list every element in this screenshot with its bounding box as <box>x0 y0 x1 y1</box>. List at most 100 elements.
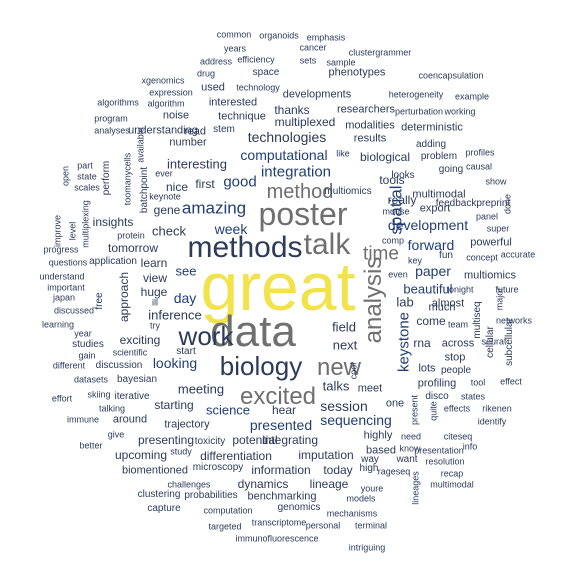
word-rageseq: lineages <box>410 471 421 505</box>
word-talk: talk <box>303 228 351 261</box>
word-algorithms: algorithm <box>147 98 185 109</box>
word-problem: adding <box>415 139 447 150</box>
word-batchpoint: toomanycells <box>122 152 133 206</box>
word-sequencing: sequencing <box>320 412 392 428</box>
word-tonight: looks <box>391 170 415 181</box>
word-cool: comp <box>381 235 405 246</box>
word-check: check <box>152 223 186 239</box>
word-first: first <box>195 177 215 191</box>
word-different: bayesian <box>116 374 158 385</box>
word-analysis: analysis <box>360 256 387 344</box>
word-panel: feedbackpreprint <box>435 198 511 209</box>
word-deterministic: deterministic <box>401 121 463 134</box>
word-xgenomics: used <box>201 81 225 94</box>
word-insights: insights <box>92 215 134 229</box>
word-working: perturbation <box>394 106 444 117</box>
word-excited: excited <box>239 383 317 410</box>
word-come: come <box>416 314 446 328</box>
word-effects: disco <box>425 391 449 402</box>
word-noise: stem <box>213 124 235 135</box>
word-benchmarking: genomics <box>277 502 321 513</box>
word-challenges: capture <box>147 503 181 514</box>
word-accurate: super <box>486 223 510 234</box>
word-stem: read <box>183 125 207 138</box>
word-questions: understand <box>39 271 85 282</box>
word-information: information <box>251 463 311 477</box>
word-comp: fun <box>439 250 453 261</box>
word-sample: efficiency <box>237 54 275 65</box>
word-biology: biology <box>219 351 303 381</box>
word-methods: methods <box>187 231 303 264</box>
word-give: study <box>170 446 192 457</box>
word-perturbation: example <box>454 91 490 102</box>
word-today: today <box>323 463 353 477</box>
word-expression: algorithms <box>97 97 139 108</box>
word-quite: need <box>400 431 422 442</box>
word-super: done <box>502 193 513 215</box>
word-dynamics: dynamics <box>237 477 289 491</box>
word-discussion: around <box>112 413 148 426</box>
word-data: data <box>210 307 296 356</box>
word-biological: biological <box>359 150 411 164</box>
word-see: see <box>175 263 197 279</box>
word-scales: ever <box>155 168 173 179</box>
word-hear: hear <box>271 403 297 417</box>
word-better: give <box>107 429 125 440</box>
word-much: much <box>428 301 456 314</box>
word-personal: terminal <box>354 520 388 531</box>
word-clustergrammer: cancer <box>299 42 327 53</box>
word-networks: future <box>495 284 519 295</box>
word-clustering: probabilities <box>184 490 238 501</box>
word-identify: effects <box>443 403 471 414</box>
word-info: people <box>440 365 472 376</box>
word-protein: application <box>89 256 137 267</box>
word-technologies: technologies <box>247 129 327 145</box>
word-technique: technique <box>218 110 266 123</box>
word-coencapsulation: phenotypes <box>328 66 386 79</box>
word-key: tonight <box>446 284 474 295</box>
word-recap: resolution <box>425 456 465 467</box>
word-really: really <box>387 193 417 207</box>
word-try: multiomics <box>324 186 372 197</box>
word-live: ill <box>152 297 158 308</box>
word-trajectory: trajectory <box>164 418 210 431</box>
word-export: networks <box>495 315 533 326</box>
word-tomorrow: tomorrow <box>107 241 159 255</box>
word-skiing: iterative <box>114 391 150 402</box>
word-interested: interested <box>208 96 258 109</box>
word-results: results <box>353 132 387 145</box>
word-youre: want <box>396 454 418 465</box>
word-integrating: integrating <box>261 433 319 447</box>
word-science: science <box>205 402 251 418</box>
word-learn: learn <box>140 256 168 270</box>
word-understanding: number <box>169 136 207 149</box>
word-next: next <box>332 337 358 353</box>
word-emphasis: organoids <box>259 30 299 41</box>
word-datasets: effort <box>51 393 73 404</box>
word-biomentioned: challenges <box>167 479 211 490</box>
word-important: japan <box>52 292 76 303</box>
word-targeted: transcriptome <box>251 517 307 528</box>
word-modalities: modalities <box>345 119 395 132</box>
word-multiomics: multiomics <box>464 269 516 282</box>
word-developments: developments <box>282 88 352 101</box>
word-present: quite <box>428 401 439 421</box>
word-transcriptome: immunofluorescence <box>235 533 319 544</box>
word-multiplexed: multiplexed <box>274 115 336 129</box>
word-profiles: problem <box>420 151 458 162</box>
word-resolution: citeseq <box>443 431 473 442</box>
word-bayesian: datasets <box>73 374 109 385</box>
word-interesting: interesting <box>167 156 227 172</box>
word-concept: accurate <box>500 249 536 260</box>
word-address: sets <box>299 55 317 66</box>
word-states: present <box>409 394 420 426</box>
word-immunofluorescence: intriguing <box>348 542 386 553</box>
word-mouse: multimodal <box>412 188 466 201</box>
word-know: presentation <box>414 445 464 456</box>
word-cancer: emphasis <box>306 32 346 43</box>
word-starting: starting <box>154 398 194 412</box>
word-around: scientific <box>112 347 148 358</box>
word-feedbackpreprint: show <box>485 176 507 187</box>
word-genomics: computation <box>203 505 253 516</box>
word-models: youre <box>360 483 384 494</box>
